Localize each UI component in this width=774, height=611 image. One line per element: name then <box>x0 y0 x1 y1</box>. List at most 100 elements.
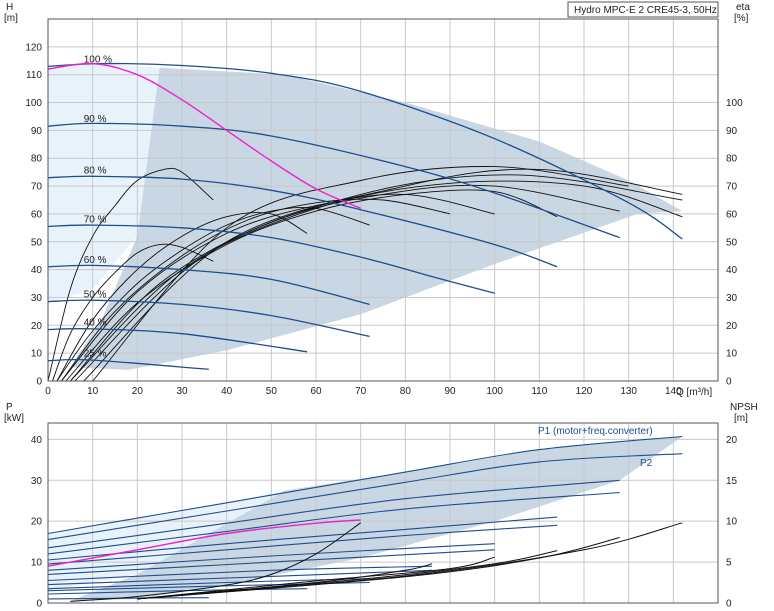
eta-tick-label: 80 <box>726 154 738 165</box>
eta-curve <box>74 174 683 382</box>
speed-label: 70 % <box>84 214 107 225</box>
speed-label: 80 % <box>84 166 107 177</box>
power-curve <box>47 588 308 595</box>
eta-tick-label: 0 <box>726 377 732 388</box>
npsh-curve <box>137 522 683 600</box>
power-curve <box>47 524 558 565</box>
speed-curve <box>47 328 308 353</box>
power-curve <box>47 565 433 582</box>
q-tick-label: 40 <box>221 386 233 397</box>
power-curve <box>47 479 620 549</box>
head-tick-label: 10 <box>31 349 43 360</box>
head-tick-label: 90 <box>31 126 43 137</box>
eta-curve <box>92 166 629 382</box>
head-tick-label: 70 <box>31 182 43 193</box>
q-tick-label: 0 <box>45 386 51 397</box>
power-curve <box>47 549 495 575</box>
eta-curve <box>52 243 214 382</box>
eta-curve <box>56 212 308 382</box>
q-tick-label: 100 <box>486 386 503 397</box>
head-tick-label: 60 <box>31 209 43 220</box>
q-tick-label: 130 <box>620 386 637 397</box>
eta-tick-label: 40 <box>726 265 738 276</box>
q-tick-label: 120 <box>576 386 593 397</box>
q-tick-label: 60 <box>310 386 322 397</box>
speed-label: 25 % <box>84 349 107 360</box>
head-operating-region <box>70 67 683 370</box>
q-tick-label: 30 <box>176 386 188 397</box>
eta-tick-label: 50 <box>726 237 738 248</box>
npsh-curve <box>70 522 361 602</box>
head-tick-label: 100 <box>25 98 42 109</box>
best-efficiency-power-curve <box>47 519 361 567</box>
q-tick-label: 80 <box>400 386 412 397</box>
npsh-tick-label: 20 <box>726 435 738 446</box>
q-axis-label: Q [m³/h] <box>676 387 712 398</box>
power-chart: P [kW] NPSH [m] P1 (motor+freq.converter… <box>4 402 758 610</box>
q-tick-label: 110 <box>531 386 547 397</box>
eta-tick-label: 20 <box>726 321 738 332</box>
speed-label: 40 % <box>84 317 107 328</box>
eta-axis-unit: [%] <box>734 13 749 24</box>
eta-curve <box>61 198 451 382</box>
head-tick-label: 120 <box>25 42 42 53</box>
power-curve <box>47 569 433 586</box>
head-tick-label: 20 <box>31 321 43 332</box>
speed-curve <box>47 175 558 268</box>
power-curve <box>47 435 683 535</box>
head-axis-unit: [m] <box>4 13 18 24</box>
eta-curve <box>65 189 558 382</box>
speed-label: 50 % <box>84 290 107 301</box>
legend-p2: P2 <box>640 458 653 469</box>
npsh-axis-label: NPSH <box>730 402 758 413</box>
power-tick-label: 10 <box>31 558 43 569</box>
npsh-tick-label: 15 <box>726 476 738 487</box>
npsh-curve <box>137 556 495 600</box>
power-curve <box>47 453 683 541</box>
chart-title-box <box>567 1 719 18</box>
speed-label: 100 % <box>84 54 112 65</box>
power-tick-label: 20 <box>31 517 43 528</box>
head-axis-label: H <box>6 2 13 13</box>
power-tick-label: 30 <box>31 476 43 487</box>
npsh-tick-label: 0 <box>726 599 732 610</box>
power-operating-region <box>70 436 683 601</box>
eta-curve <box>61 193 495 382</box>
power-curve <box>47 491 620 555</box>
head-tick-label: 110 <box>26 70 42 81</box>
head-tick-label: 30 <box>31 293 43 304</box>
head-tick-label: 50 <box>31 237 43 248</box>
q-tick-label: 90 <box>444 386 456 397</box>
eta-tick-label: 100 <box>726 98 743 109</box>
eta-curve <box>69 180 683 382</box>
eta-tick-label: 10 <box>726 349 738 360</box>
speed-curve <box>47 62 683 240</box>
power-tick-label: 0 <box>36 599 42 610</box>
eta-tick-label: 60 <box>726 209 738 220</box>
speed-curve <box>47 358 209 370</box>
power-curve <box>47 543 495 571</box>
eta-tick-label: 30 <box>726 293 738 304</box>
legend-p1: P1 (motor+freq.converter) <box>538 426 653 437</box>
power-curve <box>47 597 209 600</box>
speed-curve <box>47 299 370 338</box>
head-tick-label: 40 <box>31 265 43 276</box>
head-tick-label: 80 <box>31 154 43 165</box>
npsh-axis-unit: [m] <box>734 413 748 424</box>
q-tick-label: 20 <box>132 386 144 397</box>
q-tick-label: 10 <box>87 386 99 397</box>
power-tick-label: 40 <box>31 435 43 446</box>
q-tick-label: 50 <box>266 386 278 397</box>
q-tick-label: 70 <box>355 386 367 397</box>
best-efficiency-curve <box>47 62 361 210</box>
npsh-tick-label: 5 <box>726 558 732 569</box>
eta-curve <box>47 167 214 382</box>
chart-title: Hydro MPC-E 2 CRE45-3, 50Hz <box>574 5 717 16</box>
speed-curve <box>47 224 495 294</box>
head-chart: 100 % 90 % 80 % 70 % 60 % 50 % 40 % 25 % Hydro … <box>4 1 750 398</box>
speed-label: 90 % <box>84 114 107 125</box>
eta-curve <box>83 168 683 382</box>
power-light-region <box>48 490 285 591</box>
speed-curve <box>47 122 620 239</box>
